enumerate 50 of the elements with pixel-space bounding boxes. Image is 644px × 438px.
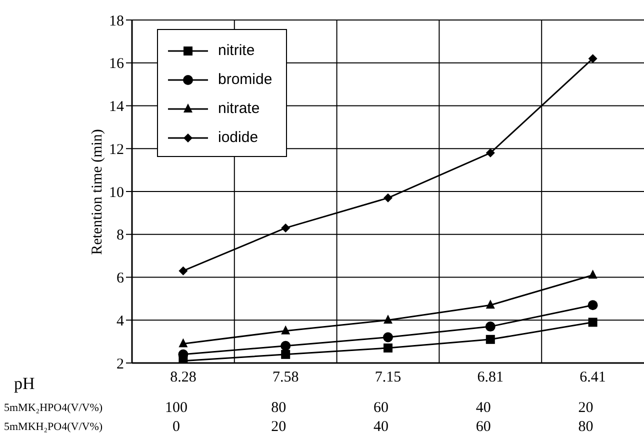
point [486, 300, 495, 309]
legend-label: iodide [218, 129, 258, 146]
y-tick-label: 18 [109, 13, 124, 30]
point [383, 332, 393, 342]
point [281, 350, 290, 359]
text: 0 [172, 419, 180, 436]
text: 40 [374, 419, 388, 436]
point [281, 223, 290, 232]
y-tick-label: 16 [109, 56, 124, 72]
point [486, 148, 495, 158]
point [384, 314, 392, 324]
text: 60 [476, 419, 491, 436]
point [485, 322, 496, 332]
legend-label: bromide [218, 71, 272, 88]
x-tick-label: 7.58 [272, 370, 299, 386]
y-axis-title: Retention time (min) [90, 128, 106, 254]
point [178, 266, 188, 276]
point [178, 338, 188, 348]
text: 80 [578, 419, 594, 436]
y-tick-label: 14 [109, 99, 124, 116]
legend-label: nitrate [218, 100, 260, 117]
y-tick-label: 6 [116, 270, 124, 287]
y-tick-label: 12 [109, 142, 124, 158]
point [588, 318, 598, 327]
point [281, 325, 290, 334]
x-tick-label: 8.28 [170, 370, 196, 386]
text: 20 [271, 419, 286, 436]
text: 80 [271, 400, 286, 417]
point [588, 300, 598, 310]
text: 20 [578, 400, 594, 417]
text: 100 [164, 400, 188, 417]
point [588, 270, 598, 279]
text: 40 [476, 400, 491, 417]
text: 5mMKH₂PO4(V/V%) [4, 421, 103, 433]
point [384, 343, 392, 352]
point [280, 340, 291, 351]
point [384, 193, 392, 202]
point [486, 334, 495, 344]
text: pH [14, 374, 35, 394]
legend-label: nitrite [218, 42, 255, 59]
x-tick-label: 6.41 [580, 370, 606, 386]
y-tick-label: 8 [116, 228, 124, 244]
y-tick-label: 4 [116, 313, 124, 330]
x-tick-label: 6.81 [477, 370, 504, 386]
text: 60 [374, 400, 388, 417]
y-tick-label: 2 [116, 356, 124, 372]
x-tick-label: 7.15 [374, 370, 402, 386]
y-tick-label: 10 [109, 184, 124, 201]
point [588, 54, 598, 64]
text: 5mMK₂HPO4(V/V%) [4, 402, 103, 414]
